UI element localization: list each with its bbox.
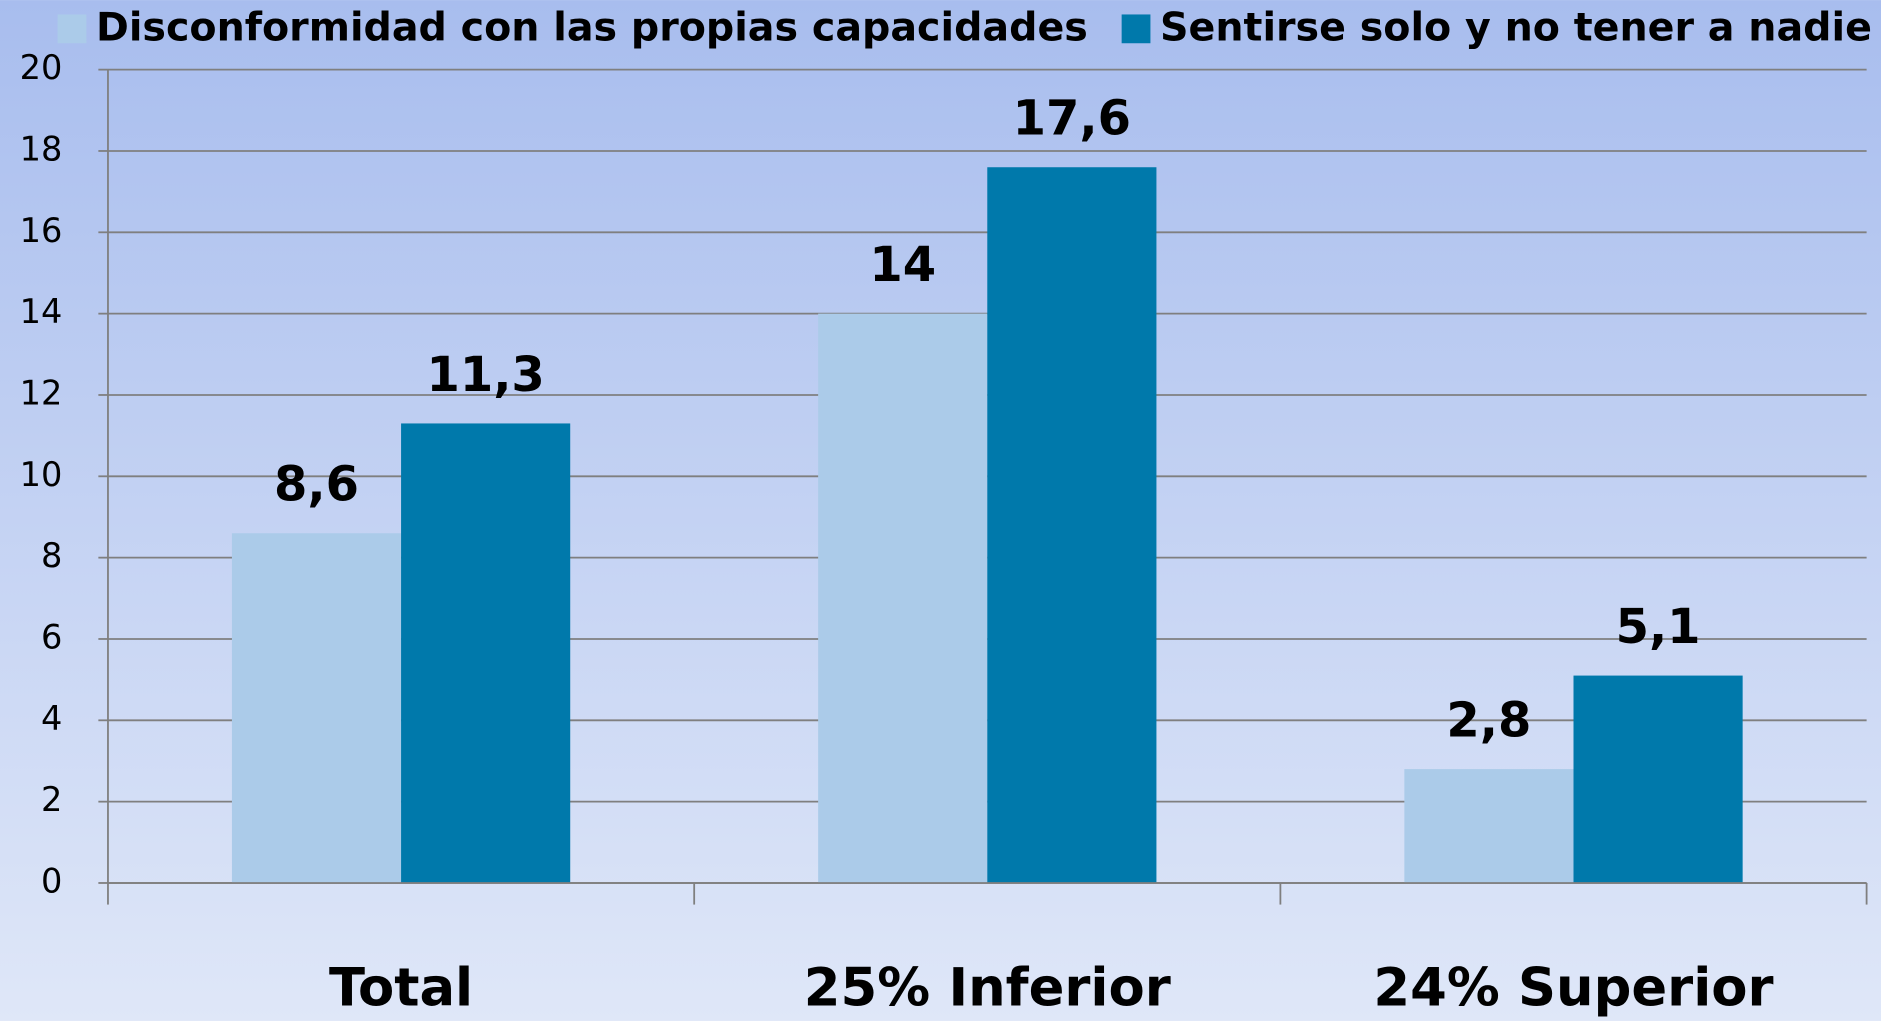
y-tick-label: 20 bbox=[20, 48, 63, 87]
bar bbox=[231, 533, 402, 883]
y-tick-label: 14 bbox=[20, 292, 63, 331]
legend-label: Sentirse solo y no tener a nadie bbox=[1160, 5, 1872, 51]
y-tick-label: 6 bbox=[41, 617, 62, 656]
y-tick-label: 4 bbox=[41, 699, 62, 738]
y-tick-label: 18 bbox=[20, 129, 63, 168]
x-tick-label: Total bbox=[329, 958, 473, 1019]
legend-label: Disconformidad con las propias capacidad… bbox=[96, 5, 1088, 51]
y-tick-label: 8 bbox=[41, 536, 62, 575]
y-tick-label: 2 bbox=[41, 780, 62, 819]
bar bbox=[1404, 769, 1574, 883]
x-tick-label: 24% Superior bbox=[1373, 958, 1773, 1019]
bar bbox=[401, 423, 571, 883]
value-label: 17,6 bbox=[1013, 91, 1131, 147]
value-label: 11,3 bbox=[426, 347, 544, 403]
bar bbox=[1573, 675, 1743, 883]
value-label: 2,8 bbox=[1446, 693, 1531, 749]
value-label: 8,6 bbox=[274, 457, 359, 513]
legend-swatch bbox=[57, 14, 87, 44]
y-tick-label: 12 bbox=[20, 373, 63, 412]
bar bbox=[818, 313, 988, 883]
y-tick-label: 16 bbox=[20, 211, 63, 250]
x-tick-label: 25% Inferior bbox=[804, 958, 1171, 1019]
value-label: 5,1 bbox=[1616, 599, 1701, 655]
legend-swatch bbox=[1121, 14, 1151, 44]
y-tick-label: 10 bbox=[20, 455, 63, 494]
bar bbox=[987, 167, 1157, 883]
y-tick-label: 0 bbox=[41, 861, 62, 900]
value-label: 14 bbox=[869, 237, 936, 293]
